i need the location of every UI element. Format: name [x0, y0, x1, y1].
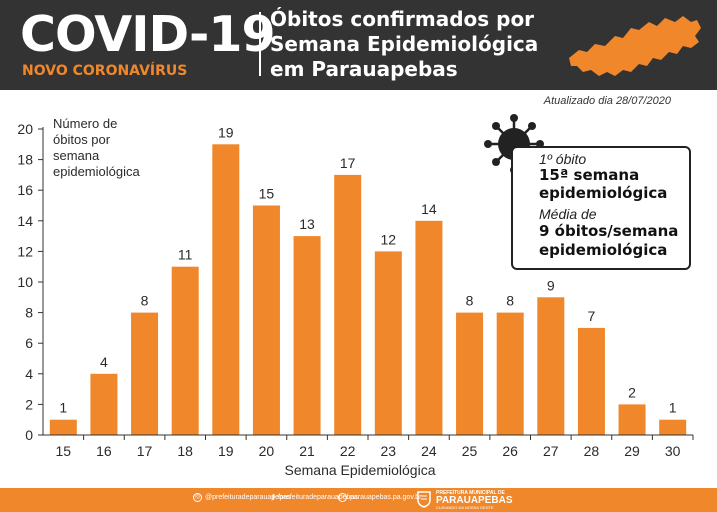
- web-handle: parauapebas.pa.gov.br: [350, 494, 422, 501]
- data-label: 2: [628, 384, 636, 400]
- bar: [171, 266, 199, 435]
- facebook-icon: f: [272, 493, 275, 502]
- brand-subtitle: NOVO CORONAVÍRUS: [22, 63, 188, 79]
- facebook-handle: /prefeituradeparauapebas: [277, 494, 358, 501]
- data-label: 14: [421, 201, 437, 217]
- info-box: 1º óbito 15ª semana epidemiológica Média…: [511, 146, 691, 270]
- y-tick-label: 12: [17, 243, 33, 259]
- y-tick-label: 6: [25, 335, 33, 351]
- y-tick-label: 0: [25, 427, 33, 443]
- logo-line-2: PARAUAPEBAS: [436, 495, 513, 506]
- instagram-handle: @prefeituradeparauapebas: [205, 494, 291, 501]
- prefeitura-logo: PREFEITURA MUNICIPAL DE PARAUAPEBAS CUID…: [416, 490, 536, 510]
- bar: [659, 419, 687, 435]
- data-label: 17: [340, 155, 356, 171]
- x-tick-label: 27: [543, 443, 559, 459]
- data-label: 9: [547, 277, 555, 293]
- y-tick-label: 14: [17, 213, 33, 229]
- bar: [577, 327, 605, 435]
- bar: [212, 144, 240, 436]
- data-label: 19: [218, 124, 234, 140]
- data-label: 15: [259, 186, 275, 202]
- data-label: 12: [381, 231, 397, 247]
- x-tick-label: 24: [421, 443, 437, 459]
- instagram-icon: ◎: [193, 493, 202, 502]
- web-icon: ◌: [338, 493, 347, 502]
- coat-of-arms-icon: [417, 491, 431, 508]
- bar: [537, 297, 565, 435]
- data-label: 11: [178, 247, 193, 263]
- data-label: 4: [100, 354, 108, 370]
- average-value: 9 óbitos/semana epidemiológica: [539, 222, 679, 259]
- x-tick-label: 18: [177, 443, 193, 459]
- header-divider: [259, 12, 261, 76]
- social-facebook[interactable]: f /prefeituradeparauapebas: [272, 493, 358, 502]
- state-map-icon: [569, 16, 701, 76]
- data-label: 1: [59, 400, 67, 416]
- y-tick-label: 20: [17, 121, 33, 137]
- average-label: Média de: [539, 206, 597, 222]
- y-axis-description: Número de óbitos por semana epidemiológi…: [53, 116, 140, 179]
- x-tick-label: 22: [340, 443, 356, 459]
- social-web[interactable]: ◌ parauapebas.pa.gov.br: [338, 493, 421, 502]
- data-label: 1: [669, 400, 677, 416]
- bar: [618, 404, 646, 435]
- x-tick-label: 26: [502, 443, 518, 459]
- y-tick-label: 10: [17, 274, 33, 290]
- x-tick-label: 25: [462, 443, 478, 459]
- x-axis-label: Semana Epidemiológica: [284, 462, 436, 478]
- x-tick-label: 30: [665, 443, 681, 459]
- bar: [496, 312, 524, 435]
- updated-date: Atualizado dia 28/07/2020: [543, 95, 671, 107]
- x-tick-label: 19: [218, 443, 234, 459]
- x-tick-label: 21: [299, 443, 315, 459]
- y-tick-label: 2: [25, 396, 33, 412]
- brand-title: COVID-19: [20, 6, 276, 63]
- first-death-value: 15ª semana epidemiológica: [539, 166, 668, 202]
- y-tick-label: 18: [17, 152, 33, 168]
- bar: [374, 251, 402, 435]
- page-title: Óbitos confirmados por Semana Epidemioló…: [270, 7, 539, 81]
- data-label: 8: [141, 293, 149, 309]
- data-label: 8: [506, 293, 514, 309]
- y-tick-label: 8: [25, 305, 33, 321]
- x-tick-label: 29: [624, 443, 640, 459]
- bar: [293, 236, 321, 435]
- bar: [131, 312, 159, 435]
- bar: [252, 205, 280, 435]
- bar: [49, 419, 77, 435]
- x-tick-label: 16: [96, 443, 112, 459]
- bar: [90, 373, 118, 435]
- x-tick-label: 15: [56, 443, 72, 459]
- first-death-label: 1º óbito: [539, 151, 587, 167]
- x-tick-label: 20: [259, 443, 275, 459]
- bar: [415, 220, 443, 435]
- logo-line-1: PREFEITURA MUNICIPAL DE: [436, 490, 505, 496]
- data-label: 7: [588, 308, 596, 324]
- bar: [456, 312, 484, 435]
- x-tick-label: 17: [137, 443, 153, 459]
- x-tick-label: 28: [584, 443, 600, 459]
- data-label: 13: [299, 216, 315, 232]
- footer-bar: ◎ @prefeituradeparauapebas f /prefeitura…: [0, 488, 717, 512]
- x-tick-label: 23: [381, 443, 397, 459]
- logo-line-3: CUIDANDO DA NOSSA GENTE: [436, 505, 494, 510]
- header-banner: COVID-19 NOVO CORONAVÍRUS Óbitos confirm…: [0, 0, 717, 90]
- y-tick-label: 16: [17, 182, 33, 198]
- data-label: 8: [466, 293, 474, 309]
- social-instagram[interactable]: ◎ @prefeituradeparauapebas: [193, 493, 290, 502]
- y-tick-label: 4: [25, 366, 33, 382]
- bar: [334, 174, 362, 435]
